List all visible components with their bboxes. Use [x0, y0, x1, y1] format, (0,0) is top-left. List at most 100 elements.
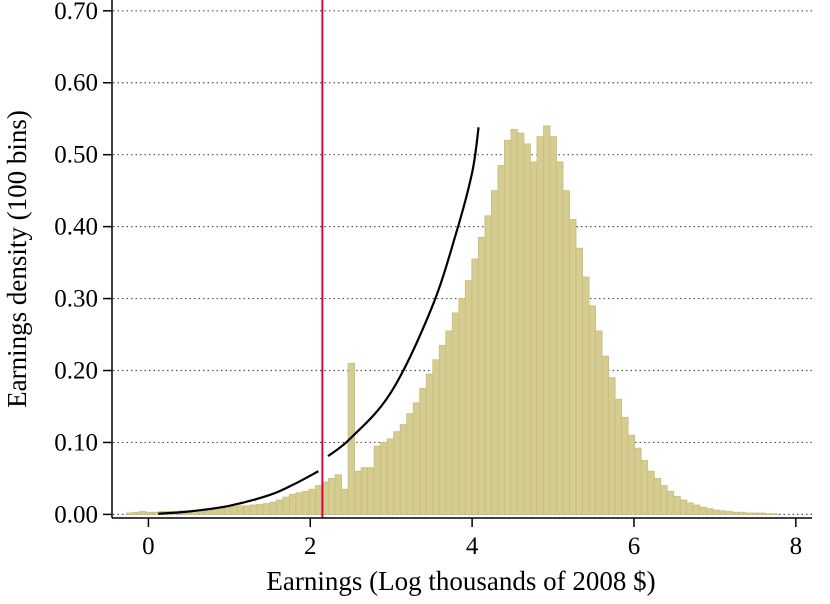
y-tick-label: 0.70 — [54, 0, 98, 25]
histogram-bar — [484, 215, 492, 515]
histogram-bar — [243, 505, 251, 515]
histogram-bar — [718, 510, 727, 515]
histogram-bar — [738, 511, 746, 515]
y-tick-label: 0.40 — [54, 214, 98, 241]
y-axis-title: Earnings density (100 bins) — [2, 110, 32, 408]
x-tick-label: 4 — [466, 533, 479, 560]
histogram-bar — [217, 507, 225, 515]
histogram-bar — [438, 344, 447, 515]
histogram-bar — [608, 377, 616, 515]
histogram-bar — [621, 416, 629, 515]
histogram-bar — [562, 190, 570, 515]
histogram-bar — [627, 434, 636, 515]
fit-curves — [158, 127, 480, 515]
histogram-bar — [588, 305, 597, 515]
histogram-bar — [126, 512, 134, 515]
histogram-bar — [269, 501, 277, 515]
histogram-bar — [686, 502, 694, 515]
histogram-bar — [249, 504, 258, 515]
y-tick-label: 0.30 — [54, 286, 98, 313]
histogram-bar — [132, 511, 140, 515]
y-tick-label: 0.20 — [54, 358, 98, 385]
axes — [111, 0, 812, 519]
histogram-bar — [536, 136, 544, 515]
histogram-bar — [451, 312, 460, 515]
fit-curve — [327, 127, 480, 458]
histogram-bar — [712, 509, 720, 515]
histogram-bar — [386, 438, 395, 515]
histogram-bar — [530, 161, 538, 515]
histogram-bar — [660, 485, 668, 515]
histogram-bar — [236, 505, 245, 515]
fit-curve — [158, 470, 319, 515]
histogram-bar — [399, 424, 408, 515]
histogram-bar — [732, 511, 740, 515]
histogram-bar — [490, 190, 499, 515]
histogram-bar — [373, 445, 382, 515]
histogram-bar — [725, 511, 733, 515]
histogram-bar — [758, 512, 766, 515]
histogram-bar — [647, 470, 655, 515]
histogram-bar — [380, 442, 388, 515]
histogram-bar — [549, 136, 557, 515]
histogram-bar — [601, 355, 610, 515]
y-tick-label: 0.60 — [54, 70, 98, 97]
histogram-bar — [705, 508, 714, 515]
histogram-bar — [673, 496, 681, 515]
histogram-bar — [634, 447, 642, 515]
y-tick-label: 0.10 — [54, 429, 98, 456]
histogram-bar — [582, 276, 590, 515]
histogram-bar — [464, 280, 473, 515]
histogram-bar — [575, 247, 583, 515]
histogram-bar — [653, 478, 662, 515]
histogram-bar — [308, 488, 316, 515]
histogram-bar — [614, 398, 623, 515]
histogram-bar — [745, 512, 753, 515]
histogram-bar — [477, 237, 486, 515]
histogram-bar — [354, 470, 362, 515]
x-tick-label: 6 — [628, 533, 641, 560]
histogram-bar — [640, 460, 649, 515]
histogram-bar — [699, 506, 707, 515]
histogram-bar — [328, 478, 336, 515]
x-tick-label: 8 — [790, 533, 803, 560]
histogram-bar — [262, 503, 271, 515]
y-tick-label: 0.50 — [54, 142, 98, 169]
histogram-bar — [751, 512, 759, 515]
histogram-bar — [367, 467, 375, 515]
histogram-bar — [412, 402, 421, 515]
histogram-bar — [666, 490, 675, 515]
histogram-bar — [764, 513, 772, 515]
histogram-bar — [275, 499, 284, 515]
histogram-bar — [432, 359, 440, 515]
histogram-bar — [471, 258, 479, 515]
histogram-bar — [497, 165, 505, 515]
histogram-bar — [145, 511, 154, 515]
histogram-bar — [523, 143, 531, 515]
histogram-bar — [223, 506, 232, 515]
histogram-bar — [692, 504, 701, 515]
histogram-bar — [302, 490, 310, 515]
histogram-bar — [295, 492, 303, 515]
x-tick-label: 2 — [304, 533, 317, 560]
histogram-bar — [360, 467, 369, 515]
y-tick-label: 0.00 — [54, 501, 98, 528]
histogram-bar — [445, 330, 453, 515]
tick-labels: 0.00 0.10 0.20 0.30 0.40 0.50 0.60 0.70 0 2 4 6 8 — [54, 0, 802, 560]
histogram-bar — [406, 413, 414, 515]
histogram-bar — [510, 129, 518, 515]
histogram-bar — [393, 431, 401, 515]
histogram-bar — [517, 132, 525, 515]
histogram-bar — [543, 125, 551, 515]
histogram-bar — [569, 219, 577, 515]
x-tick-label: 0 — [142, 533, 155, 560]
histogram-bar — [425, 373, 434, 515]
histogram-bar — [289, 493, 297, 515]
histogram-bar — [230, 506, 238, 515]
histogram-bar — [595, 330, 603, 515]
histogram-bar — [458, 298, 466, 515]
histogram-bar — [504, 139, 512, 515]
histogram-bar — [419, 388, 427, 515]
x-axis-title: Earnings (Log thousands of 2008 $) — [266, 566, 655, 596]
